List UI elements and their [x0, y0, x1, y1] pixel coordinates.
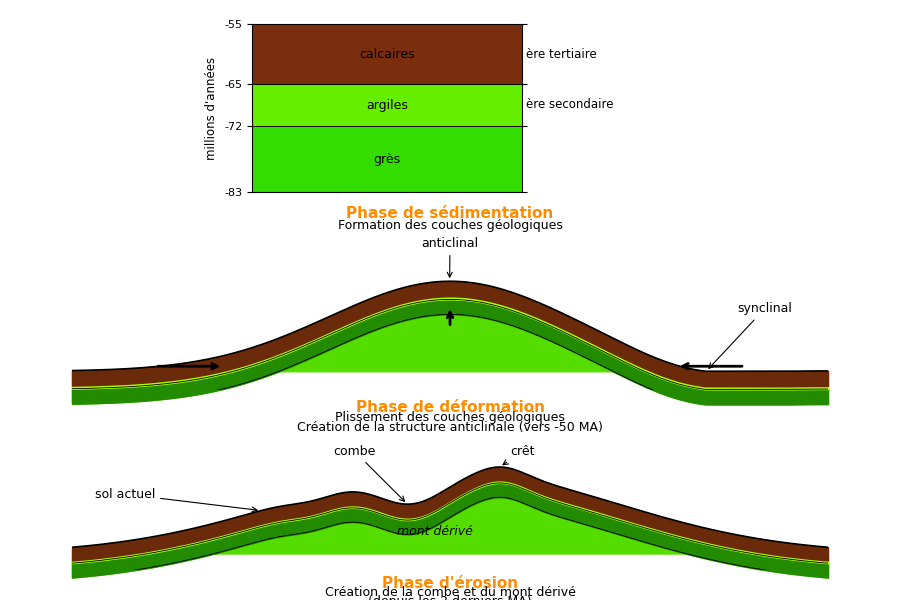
Text: crêt: crêt [503, 445, 535, 465]
Text: (depuis les 2 derniers MA): (depuis les 2 derniers MA) [368, 595, 532, 600]
Y-axis label: millions d'années: millions d'années [205, 56, 219, 160]
Bar [252, 126, 522, 192]
Text: Phase d'érosion: Phase d'érosion [382, 576, 518, 590]
Text: Création de la structure anticlinale (vers -50 MA): Création de la structure anticlinale (ve… [297, 421, 603, 434]
Text: combe: combe [333, 445, 405, 502]
Text: mont dérivé: mont dérivé [397, 525, 472, 538]
Text: synclinal: synclinal [709, 302, 792, 368]
Text: Plissement des couches géologiques: Plissement des couches géologiques [335, 410, 565, 424]
Text: Phase de déformation: Phase de déformation [356, 401, 544, 415]
Text: grès: grès [374, 152, 400, 166]
Text: ère secondaire: ère secondaire [526, 98, 614, 112]
Text: Création de la combe et du mont dérivé: Création de la combe et du mont dérivé [325, 586, 575, 599]
Text: Phase de sédimentation: Phase de sédimentation [346, 205, 554, 220]
Text: argiles: argiles [366, 98, 408, 112]
Text: ère tertiaire: ère tertiaire [526, 47, 598, 61]
Bar [252, 24, 522, 84]
Bar [252, 84, 522, 126]
Text: sol actuel: sol actuel [94, 488, 257, 512]
Text: calcaires: calcaires [359, 47, 415, 61]
Text: Formation des couches géologiques: Formation des couches géologiques [338, 218, 562, 232]
Text: anticlinal: anticlinal [421, 237, 479, 277]
